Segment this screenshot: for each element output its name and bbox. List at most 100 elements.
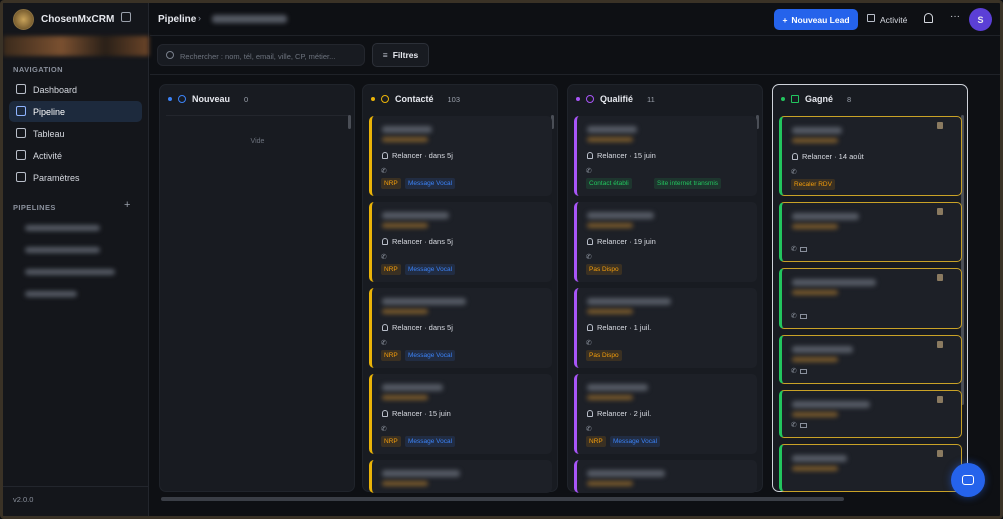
assistant-button[interactable] [951,463,985,497]
redacted-text [587,470,665,477]
lead-card[interactable]: Relancer · dans 5j ✆ NRP Message Vocal [369,202,552,282]
column-dot [781,97,785,101]
nav-icon [16,150,26,160]
column-icon [178,95,186,103]
column-icon [586,95,594,103]
nav-item[interactable]: Tableau [9,123,142,144]
top-bar: Pipeline › + Nouveau Lead Activité ··· S [150,3,1000,36]
redacted-text [587,384,648,391]
tag: Pas Dispo [586,350,622,361]
bell-icon [587,410,593,417]
mail-icon [800,314,807,319]
phone-icon: ✆ [586,168,592,175]
sidebar: ChosenMxCRM NAVIGATION Dashboard Pipeline… [3,3,149,516]
horizontal-scrollbar[interactable] [161,497,844,501]
column-dot [168,97,172,101]
lead-card[interactable]: ✆ [779,390,962,438]
more-menu[interactable]: ··· [950,11,960,22]
redacted-text [382,126,432,133]
lead-card[interactable]: ✆ [779,335,962,384]
nav-item[interactable]: Dashboard [9,79,142,100]
redacted-text [25,247,100,253]
column-name: Nouveau [192,94,231,104]
card-badge [937,396,943,403]
reminder-text: Relancer · 15 juin [392,409,451,418]
nav-icon [16,172,26,182]
tag: Message Vocal [405,436,456,447]
search-box[interactable]: Rechercher : nom, tél, email, ville, CP,… [157,44,365,66]
bell-icon [792,153,798,160]
new-lead-button[interactable]: + Nouveau Lead [774,9,858,30]
card-badge [937,341,943,348]
column-dot [371,97,375,101]
notifications[interactable] [924,13,933,23]
phone-icon: ✆ [381,340,387,347]
redacted-text [792,412,838,417]
version: v2.0.0 [13,495,34,504]
redacted-text [25,291,77,297]
lead-card[interactable]: Relancer · 19 juin ✆ Pas Dispo [574,202,757,282]
column-count: 8 [847,94,852,104]
nav-item[interactable]: Paramètres [9,167,142,188]
redacted-text [382,223,428,228]
filters-button[interactable]: ≡ Filtres [372,43,429,67]
button-label: Filtres [392,50,419,60]
redacted-text [587,298,671,305]
column: Qualifié 11 Relancer · 15 juin ✆ Contact éta… [567,84,763,493]
tag: Message Vocal [610,436,661,447]
redacted-text [382,481,428,486]
lead-card[interactable]: ✆ [779,268,962,329]
redacted-text [212,15,287,23]
reminder: Relancer · 15 juin [587,151,656,160]
column-count: 0 [244,94,249,104]
lead-card[interactable]: Relancer · 14 août ✆ Recaler RDV [779,116,962,196]
redacted-text [792,279,876,286]
redacted-text [792,455,847,462]
column-count: 103 [447,94,461,104]
redacted-text [792,138,838,143]
redacted-text [587,481,633,486]
column-scrollbar [348,115,351,129]
redacted-text [25,225,100,231]
card-badge [937,208,943,215]
nav-item[interactable]: Activité [9,145,142,166]
redacted-text [382,395,428,400]
tag: Message Vocal [405,178,456,189]
redacted-text [587,126,637,133]
redacted-text [792,213,859,220]
column-scrollbar [756,115,759,129]
lead-card[interactable] [574,460,757,493]
add-pipeline[interactable]: + [124,199,131,211]
lead-card[interactable]: Relancer · 15 juin ✆ Contact établi Site in… [574,116,757,196]
reminder: Relancer · 14 août [792,152,864,161]
phone-icon: ✆ [586,340,592,347]
nav-item[interactable]: Pipeline [9,101,142,122]
redacted-text [792,346,853,353]
lead-card[interactable] [369,460,552,493]
column-dot [576,97,580,101]
redacted-text [587,395,633,400]
lead-card[interactable]: Relancer · 2 juil. ✆ NRP Message Vocal [574,374,757,454]
activity-button[interactable]: Activité [880,15,908,25]
lead-card[interactable]: Relancer · dans 5j ✆ NRP Message Vocal [369,116,552,196]
mail-icon [800,369,807,374]
nav-icon [16,106,26,116]
breadcrumb-sep: › [198,13,201,23]
collapse-button[interactable] [121,12,131,22]
lead-card[interactable]: Relancer · dans 5j ✆ NRP Message Vocal [369,288,552,368]
lead-card[interactable]: Relancer · 15 juin ✆ NRP Message Vocal [369,374,552,454]
phone-icon: ✆ [791,368,797,375]
phone-icon: ✆ [791,313,797,320]
avatar[interactable]: S [969,8,992,31]
reminder: Relancer · dans 5j [382,151,453,160]
phone-icon: ✆ [381,254,387,261]
column: Nouveau 0 Vide [159,84,355,492]
lead-card[interactable]: ✆ [779,202,962,262]
tag: Pas Dispo [586,264,622,275]
reminder: Relancer · 2 juil. [587,409,651,418]
tag: NRP [381,264,401,275]
lead-card[interactable]: Relancer · 1 juil. ✆ Pas Dispo [574,288,757,368]
tag: NRP [381,350,401,361]
lead-card[interactable] [779,444,962,492]
